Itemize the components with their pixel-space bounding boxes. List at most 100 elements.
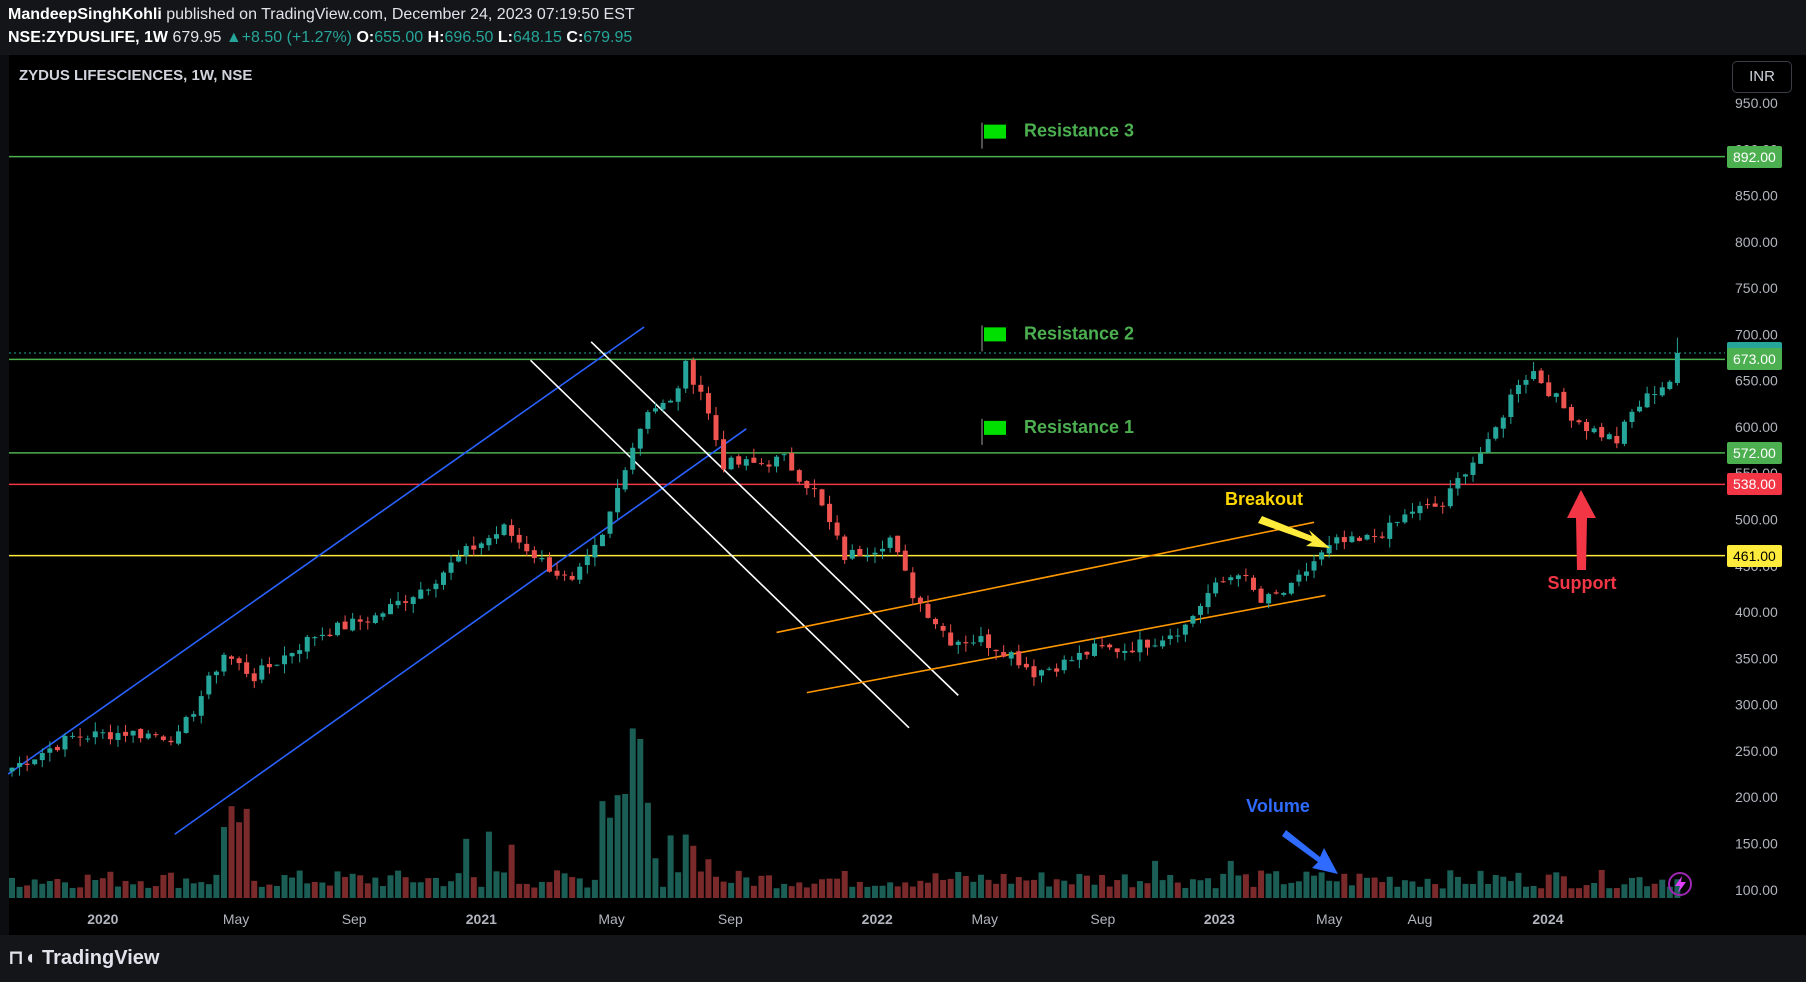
candle[interactable] [319, 634, 325, 637]
white-channel-upper[interactable] [529, 359, 910, 729]
candle[interactable] [895, 535, 901, 553]
candle[interactable] [440, 572, 446, 585]
candle[interactable] [539, 558, 545, 560]
candle[interactable] [54, 746, 60, 751]
white-channel-lower[interactable] [590, 341, 959, 696]
candle[interactable] [683, 360, 689, 389]
candle[interactable] [1107, 644, 1113, 648]
candle[interactable] [774, 456, 780, 467]
candle[interactable] [372, 615, 378, 623]
candle[interactable] [1599, 427, 1605, 438]
candle[interactable] [910, 572, 916, 599]
candle[interactable] [577, 566, 583, 580]
candle[interactable] [1023, 663, 1029, 668]
candle[interactable] [388, 604, 393, 615]
candle[interactable] [418, 589, 424, 599]
candle[interactable] [221, 654, 227, 672]
candle[interactable] [1137, 639, 1143, 653]
candle[interactable] [1228, 577, 1234, 581]
candle[interactable] [872, 552, 878, 555]
candle[interactable] [1008, 652, 1014, 659]
candle[interactable] [342, 621, 348, 630]
candle[interactable] [1659, 387, 1665, 396]
candle[interactable] [1152, 645, 1158, 647]
candle[interactable] [115, 733, 121, 740]
candle[interactable] [615, 487, 621, 513]
candle[interactable] [9, 767, 15, 772]
candle[interactable] [380, 613, 386, 617]
candle[interactable] [630, 447, 636, 470]
candle[interactable] [811, 488, 817, 490]
candle[interactable] [652, 408, 658, 412]
candle[interactable] [1447, 488, 1453, 507]
candle[interactable] [1667, 381, 1673, 389]
candle[interactable] [297, 650, 303, 654]
candle[interactable] [100, 732, 106, 734]
candle[interactable] [176, 731, 182, 744]
candle[interactable] [917, 597, 923, 603]
candle[interactable] [1054, 668, 1060, 672]
candle[interactable] [705, 393, 711, 414]
candle[interactable] [993, 649, 999, 652]
candle[interactable] [1288, 582, 1294, 594]
lightning-icon[interactable] [1668, 872, 1692, 896]
candle[interactable] [857, 549, 863, 557]
candle[interactable] [713, 415, 719, 441]
candle[interactable] [327, 634, 333, 637]
candle[interactable] [1576, 420, 1582, 423]
candle[interactable] [463, 546, 469, 556]
candle[interactable] [637, 428, 643, 449]
candle[interactable] [1621, 421, 1627, 444]
candle[interactable] [660, 402, 666, 410]
candle[interactable] [1129, 650, 1135, 653]
blue-channel-upper[interactable] [7, 326, 645, 775]
candle[interactable] [357, 619, 363, 622]
candle[interactable] [1523, 379, 1529, 385]
candle[interactable] [834, 522, 840, 536]
candle[interactable] [1084, 651, 1090, 655]
candle[interactable] [1213, 582, 1219, 594]
candle[interactable] [1500, 417, 1506, 429]
candle[interactable] [887, 537, 893, 548]
candle[interactable] [1553, 393, 1559, 397]
candle[interactable] [531, 550, 537, 559]
candle[interactable] [1531, 371, 1537, 380]
candle[interactable] [1455, 478, 1461, 489]
candle[interactable] [584, 555, 590, 566]
candle[interactable] [138, 729, 144, 739]
candle[interactable] [183, 717, 189, 733]
candle[interactable] [599, 534, 605, 547]
candle[interactable] [675, 388, 681, 402]
candle[interactable] [1205, 593, 1211, 608]
candle[interactable] [546, 557, 552, 572]
candle[interactable] [304, 636, 310, 652]
candle[interactable] [350, 618, 356, 631]
candle[interactable] [1092, 643, 1098, 656]
candle[interactable] [335, 622, 341, 636]
candle[interactable] [425, 589, 431, 591]
candle[interactable] [1372, 536, 1378, 538]
candle[interactable] [1061, 659, 1067, 671]
candle[interactable] [1334, 537, 1340, 544]
candle[interactable] [1637, 406, 1643, 412]
candle[interactable] [70, 735, 76, 737]
chart-area[interactable] [9, 55, 1729, 935]
candle[interactable] [1319, 552, 1325, 560]
candle[interactable] [880, 548, 886, 552]
blue-channel-lower[interactable] [174, 428, 747, 835]
candle[interactable] [1349, 536, 1355, 543]
candle[interactable] [978, 636, 984, 643]
candle[interactable] [1190, 615, 1196, 624]
candle[interactable] [1175, 635, 1181, 637]
candle[interactable] [456, 556, 462, 562]
candle[interactable] [569, 575, 575, 580]
candle[interactable] [259, 665, 265, 680]
candle[interactable] [1652, 394, 1658, 396]
candle[interactable] [1296, 574, 1302, 582]
candle[interactable] [1281, 592, 1287, 595]
candle[interactable] [827, 503, 833, 523]
candle[interactable] [970, 642, 976, 644]
currency-button[interactable]: INR [1732, 61, 1792, 93]
candle[interactable] [1440, 505, 1446, 507]
